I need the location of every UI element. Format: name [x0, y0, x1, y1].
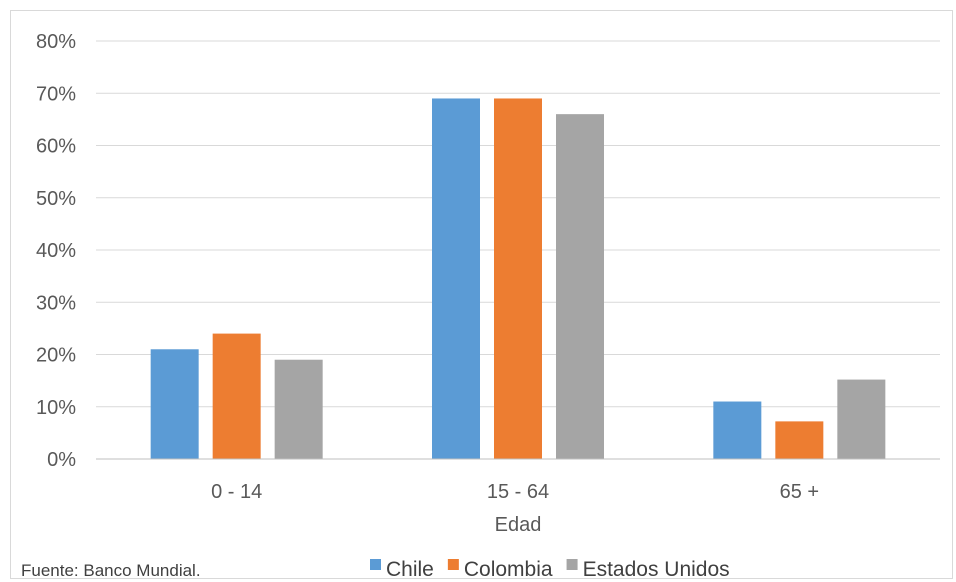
footnote: Fuente: Banco Mundial.: [21, 561, 201, 580]
bar-colombia-0: [212, 333, 261, 459]
bar-estados-unidos-1: [556, 114, 604, 460]
y-tick-label: 60%: [36, 136, 76, 158]
x-axis-category-labels: 0 - 14 15 - 64 65 +: [211, 481, 819, 503]
y-tick-label: 30%: [36, 292, 76, 314]
legend-swatch: [566, 559, 578, 570]
y-tick-label: 0%: [47, 449, 76, 471]
y-tick-label: 10%: [36, 397, 76, 419]
legend: Chile Colombia Estados Unidos: [370, 558, 730, 581]
x-axis-title: Edad: [495, 514, 542, 536]
y-tick-label: 40%: [36, 240, 76, 262]
legend-swatch: [447, 559, 459, 570]
x-category-label: 0 - 14: [211, 481, 262, 503]
y-tick-label: 80%: [36, 31, 76, 53]
bar-colombia-2: [775, 421, 824, 459]
bar-colombia-1: [494, 98, 542, 459]
x-category-label: 65 +: [780, 481, 819, 503]
bars: [150, 98, 886, 460]
bar-chile-0: [150, 349, 199, 459]
gridlines: [96, 40, 940, 408]
x-category-label: 15 - 64: [487, 481, 549, 503]
legend-swatch: [370, 559, 381, 570]
y-tick-label: 70%: [36, 83, 76, 105]
legend-label: Estados Unidos: [583, 558, 730, 581]
bar-chile-1: [432, 98, 480, 459]
y-axis-tick-labels: 0% 10% 20% 30% 40% 50% 60% 70% 80%: [36, 31, 76, 471]
y-tick-label: 50%: [36, 188, 76, 210]
y-tick-label: 20%: [36, 345, 76, 367]
bar-estados-unidos-2: [837, 379, 886, 459]
legend-label: Colombia: [464, 558, 553, 581]
bar-chile-2: [713, 401, 762, 459]
bar-estados-unidos-0: [274, 359, 323, 459]
chart-frame: [10, 10, 953, 579]
legend-label: Chile: [386, 558, 434, 581]
